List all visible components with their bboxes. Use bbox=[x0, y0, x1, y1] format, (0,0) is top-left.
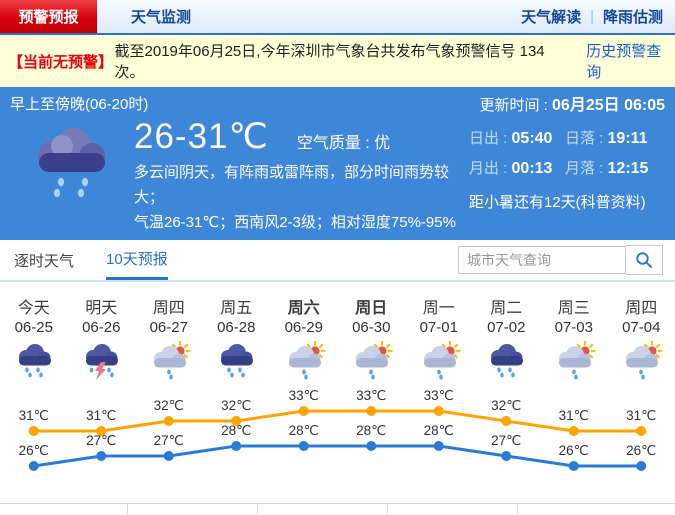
weather-description-line1: 多云间阴天，有阵雨或雷阵雨，部分时间雨势较大； bbox=[134, 164, 450, 206]
day-date: 07-02 bbox=[487, 319, 526, 336]
forecast-day-column[interactable]: 周三 07-03 bbox=[540, 282, 608, 389]
link-rain-estimate[interactable]: 降雨估测 bbox=[602, 9, 663, 26]
day-date: 07-01 bbox=[419, 319, 458, 336]
top-tab-bar: 预警预报 天气监测 天气解读 | 降雨估测 bbox=[0, 0, 675, 35]
sun-rain-icon bbox=[608, 341, 675, 389]
svg-text:27℃: 27℃ bbox=[86, 433, 116, 448]
sunset: 日落 : 19:11 bbox=[565, 130, 648, 147]
day-date: 06-30 bbox=[352, 319, 391, 336]
day-name: 周日 bbox=[355, 300, 388, 317]
alert-banner-text: 截至2019年06月25日,今年深圳市气象台共发布气象预警信号 134 次。 bbox=[114, 43, 545, 81]
day-name: 明天 bbox=[85, 300, 118, 317]
day-name: 周一 bbox=[422, 300, 455, 317]
rain-icon bbox=[473, 341, 541, 389]
svg-text:31℃: 31℃ bbox=[86, 408, 116, 423]
rain-cloud-icon bbox=[14, 115, 134, 235]
day-date: 06-28 bbox=[217, 319, 256, 336]
forecast-day-column[interactable]: 明天 06-26 bbox=[68, 282, 136, 389]
day-date: 06-26 bbox=[82, 319, 121, 336]
tab-ten-day-forecast[interactable]: 10天预报 bbox=[106, 240, 168, 280]
current-weather-panel: 早上至傍晚(06-20时) 更新时间 : 06月25日 06:05 26-31℃… bbox=[0, 87, 675, 240]
thunder-rain-icon bbox=[68, 341, 136, 389]
moonrise: 月出 : 00:13 bbox=[469, 160, 553, 177]
update-time: 更新时间 : 06月25日 06:05 bbox=[479, 97, 665, 114]
day-name: 周六 bbox=[287, 300, 320, 317]
rain-icon bbox=[0, 341, 68, 389]
svg-text:33℃: 33℃ bbox=[424, 388, 454, 403]
tab-weather-monitor[interactable]: 天气监测 bbox=[131, 9, 192, 26]
alert-banner: 【当前无预警】 截至2019年06月25日,今年深圳市气象台共发布气象预警信号 … bbox=[0, 35, 675, 87]
svg-text:28℃: 28℃ bbox=[424, 423, 454, 438]
day-date: 06-29 bbox=[284, 319, 323, 336]
day-date: 07-04 bbox=[622, 319, 661, 336]
svg-text:27℃: 27℃ bbox=[491, 433, 521, 448]
sun-rain-icon bbox=[338, 341, 406, 389]
forecast-day-column[interactable]: 周四 06-27 bbox=[135, 282, 203, 389]
day-name: 周四 bbox=[625, 300, 658, 317]
search-icon bbox=[636, 252, 652, 268]
svg-text:31℃: 31℃ bbox=[559, 408, 589, 423]
svg-text:26℃: 26℃ bbox=[559, 443, 589, 458]
forecast-day-column[interactable]: 周一 07-01 bbox=[405, 282, 473, 389]
moonset: 月落 : 12:15 bbox=[565, 160, 649, 177]
forecast-day-column[interactable]: 周六 06-29 bbox=[270, 282, 338, 389]
forecast-day-column[interactable]: 周二 07-02 bbox=[473, 282, 541, 389]
svg-text:26℃: 26℃ bbox=[626, 443, 656, 458]
solar-term-note[interactable]: 距小暑还有12天(科普资料) bbox=[469, 194, 646, 211]
forecast-tab-row: 逐时天气 10天预报 bbox=[0, 240, 675, 282]
sun-rain-icon bbox=[135, 341, 203, 389]
weather-description-line2: 气温26-31℃；西南风2-3级；相对湿度75%-95% bbox=[134, 214, 456, 231]
svg-text:31℃: 31℃ bbox=[626, 408, 656, 423]
day-name: 周五 bbox=[220, 300, 253, 317]
day-name: 周三 bbox=[557, 300, 590, 317]
svg-text:32℃: 32℃ bbox=[154, 398, 184, 413]
temperature-range: 26-31℃ bbox=[134, 117, 269, 156]
forecast-day-column[interactable]: 周五 06-28 bbox=[203, 282, 271, 389]
search-button[interactable] bbox=[626, 245, 663, 275]
link-weather-interpretation[interactable]: 天气解读 bbox=[521, 9, 582, 26]
day-date: 06-25 bbox=[14, 319, 53, 336]
forecast-day-column[interactable]: 周日 06-30 bbox=[338, 282, 406, 389]
temperature-chart: 31℃ 31℃ 32℃ 32℃ 33℃ 33℃ 33℃ 32℃ 31℃ 31℃ 26℃ 27℃ 27℃ 2… bbox=[19, 388, 656, 471]
sun-rain-icon bbox=[540, 341, 608, 389]
svg-text:28℃: 28℃ bbox=[289, 423, 319, 438]
sun-rain-icon bbox=[405, 341, 473, 389]
svg-text:32℃: 32℃ bbox=[491, 398, 521, 413]
city-search bbox=[458, 240, 663, 280]
rain-icon bbox=[203, 341, 271, 389]
link-divider: | bbox=[590, 8, 594, 25]
search-input[interactable] bbox=[458, 246, 626, 274]
air-quality: 空气质量 : 优 bbox=[296, 135, 391, 152]
history-warning-link[interactable]: 历史预警查询 bbox=[586, 43, 662, 81]
forecast-day-column[interactable]: 周四 07-04 bbox=[608, 282, 675, 389]
svg-text:28℃: 28℃ bbox=[356, 423, 386, 438]
tab-warning-forecast[interactable]: 预警预报 bbox=[0, 0, 97, 33]
day-name: 周四 bbox=[152, 300, 185, 317]
forecast-days-row: 今天 06-25 明天 06-26 周四 06-27 周五 06-28 周六 06-29 周日 06-… bbox=[0, 282, 675, 389]
top-links: 天气解读 | 降雨估测 bbox=[521, 0, 663, 33]
svg-text:27℃: 27℃ bbox=[154, 433, 184, 448]
svg-text:33℃: 33℃ bbox=[289, 388, 319, 403]
svg-text:28℃: 28℃ bbox=[221, 423, 251, 438]
next-section-table-edge bbox=[0, 503, 675, 514]
svg-text:33℃: 33℃ bbox=[356, 388, 386, 403]
svg-text:31℃: 31℃ bbox=[19, 408, 49, 423]
day-name: 周二 bbox=[490, 300, 523, 317]
sun-rain-icon bbox=[270, 341, 338, 389]
sunrise: 日出 : 05:40 bbox=[469, 130, 553, 147]
svg-text:32℃: 32℃ bbox=[221, 398, 251, 413]
svg-text:26℃: 26℃ bbox=[19, 443, 49, 458]
day-name: 今天 bbox=[17, 300, 50, 317]
tab-hourly-weather[interactable]: 逐时天气 bbox=[14, 252, 75, 270]
forecast-period-title: 早上至傍晚(06-20时) bbox=[10, 95, 149, 113]
day-date: 07-03 bbox=[554, 319, 593, 336]
day-date: 06-27 bbox=[149, 319, 188, 336]
forecast-day-column[interactable]: 今天 06-25 bbox=[0, 282, 68, 389]
no-warning-badge: 【当前无预警】 bbox=[8, 53, 114, 71]
